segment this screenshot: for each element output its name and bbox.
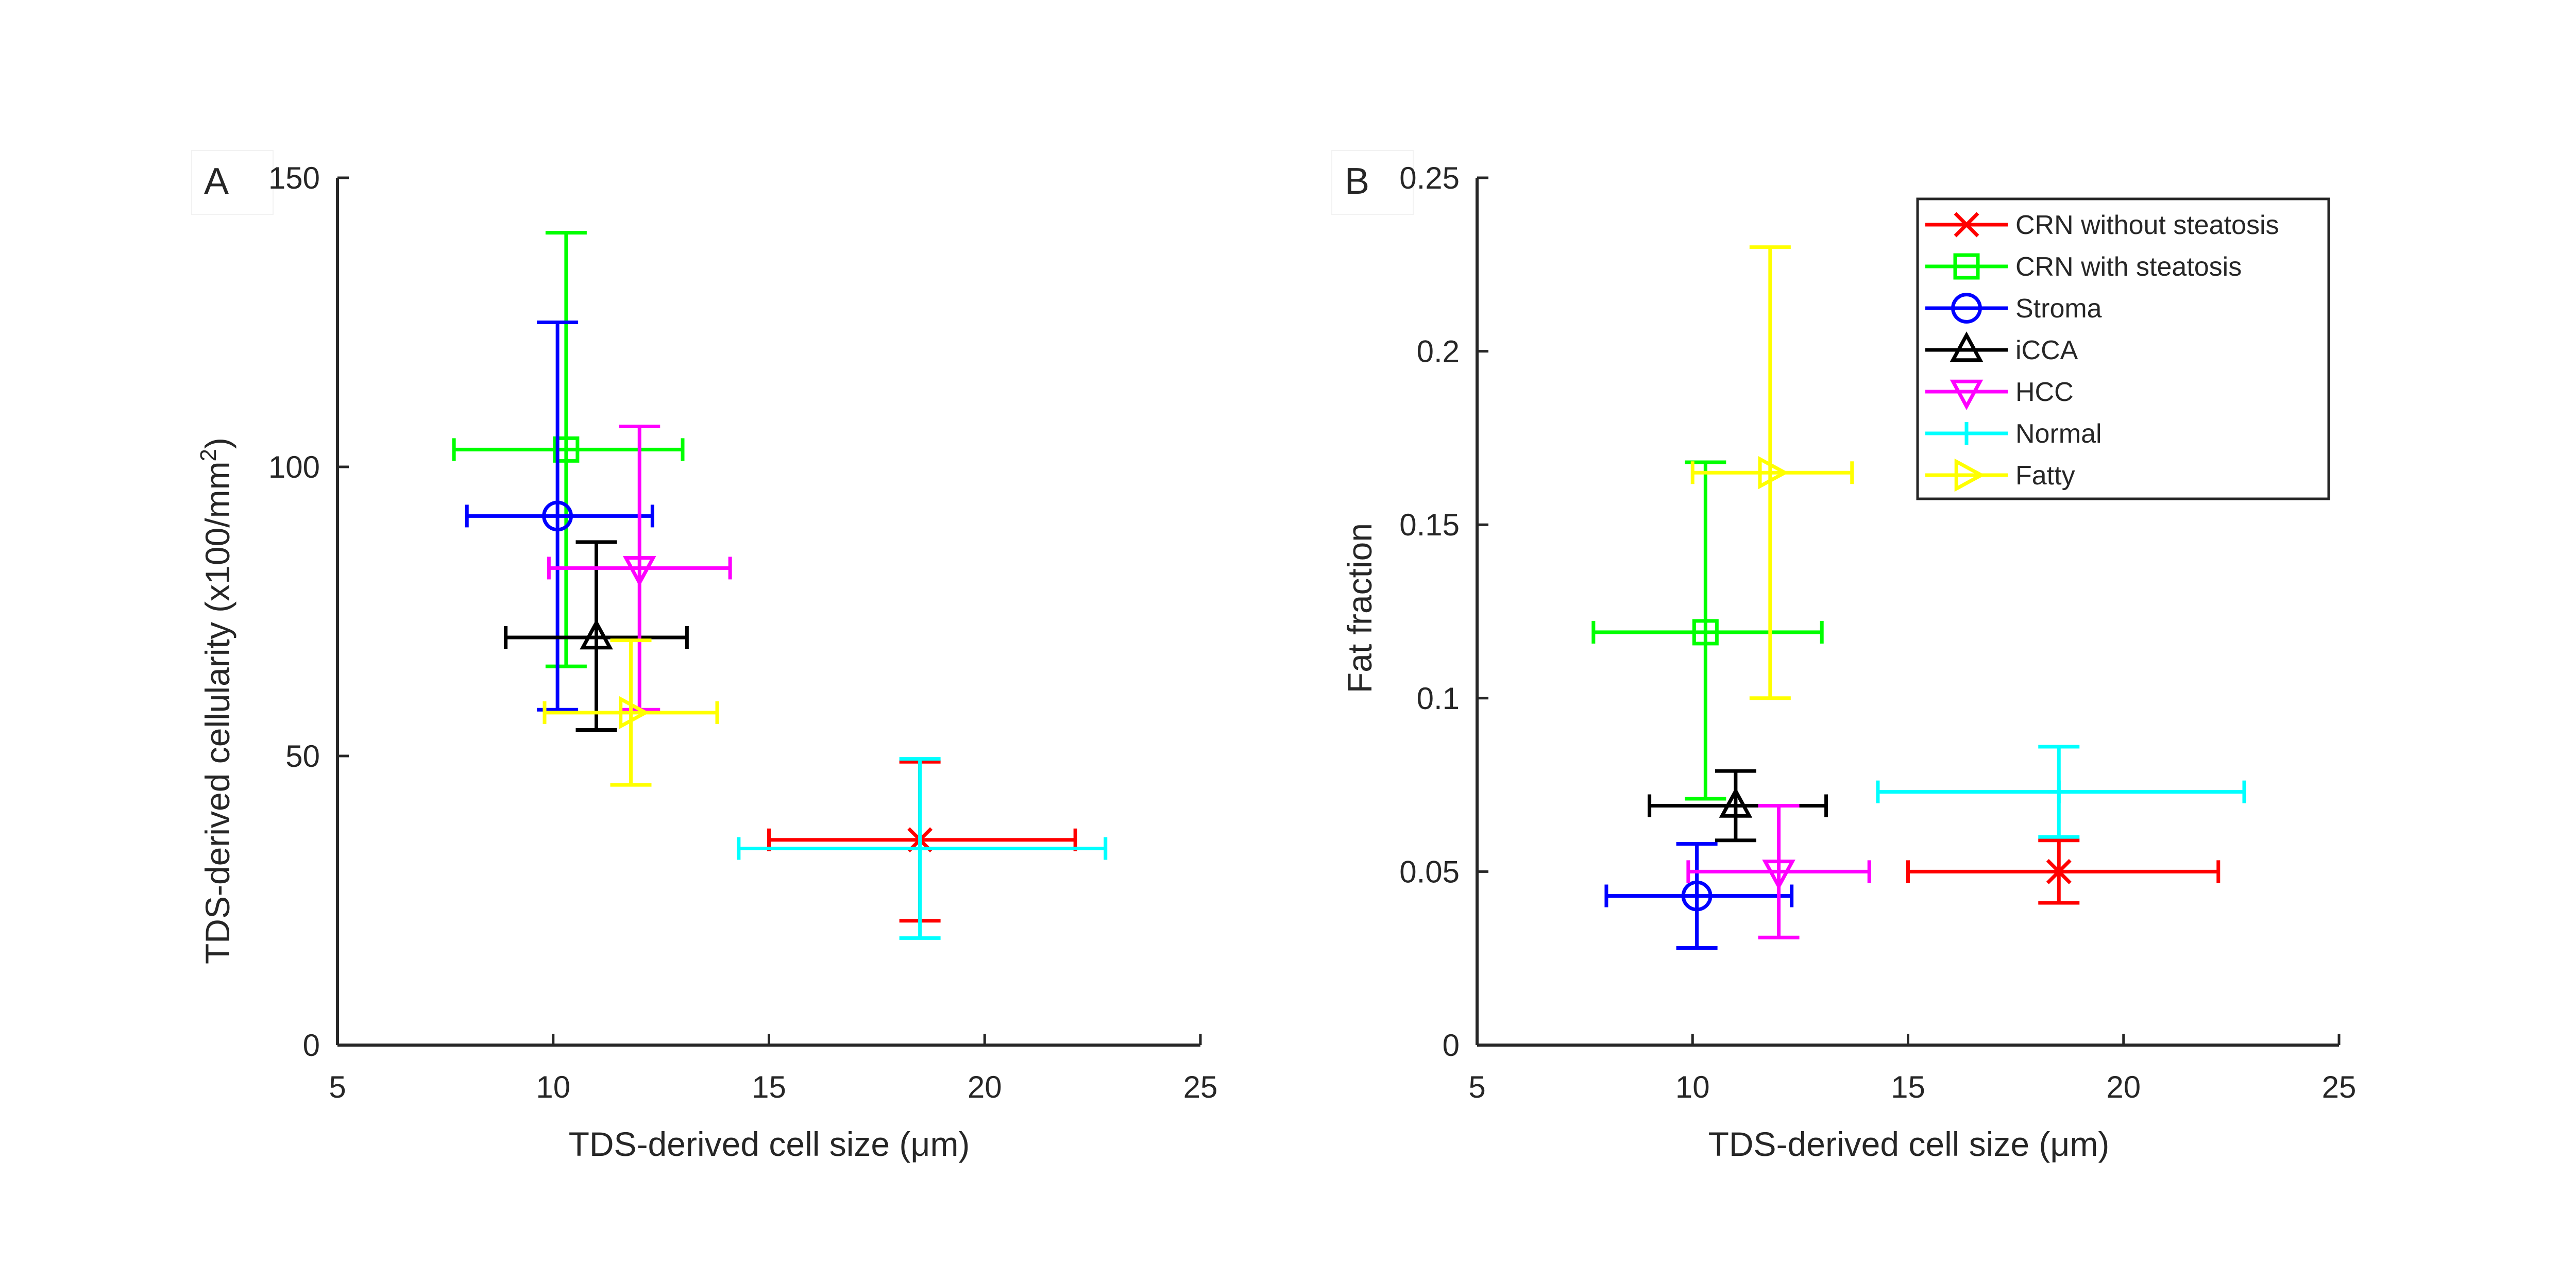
panel-b-label: B: [1345, 161, 1369, 202]
legend-label: Stroma: [2015, 294, 2102, 324]
legend-marker-crn-with-steatosis: [1953, 253, 1980, 280]
panel-a-y-axis-title-main: TDS-derived cellularity (x100/mm: [198, 461, 236, 964]
panel-a-marker-stroma: [542, 500, 573, 532]
legend-item-icca: iCCA: [1925, 331, 2078, 365]
panel-b-x-axis-title: TDS-derived cell size (μm): [1708, 1125, 2110, 1163]
panel-a-marker-normal: [908, 837, 931, 860]
panel-b-marker-fatty: [1758, 456, 1789, 490]
panel-a-x-axis-title: TDS-derived cell size (μm): [569, 1125, 970, 1163]
panel-a-y-axis-title-sup: 2: [196, 449, 221, 461]
panel-b-x-tick-label: 5: [1468, 1070, 1485, 1104]
panel-a-series-crn-with-steatosis: [452, 231, 685, 668]
panel-a: A 5 10 15 20 25 0 50 100 150 TDS-derived cell si…: [191, 150, 1217, 1163]
panel-b-y-tick-label: 0.05: [1399, 854, 1460, 889]
panel-a-y-axis-title: TDS-derived cellularity (x100/mm2): [196, 438, 236, 964]
legend-label: Fatty: [2015, 461, 2075, 491]
legend-marker-stroma: [1951, 293, 1982, 324]
panel-b-x-tick-label: 20: [2106, 1070, 2141, 1104]
panel-a-label: A: [204, 161, 229, 202]
panel-b-data-marks: [1591, 245, 2246, 950]
legend-label: iCCA: [2015, 335, 2078, 365]
panel-b-marker-stroma: [1681, 880, 1713, 912]
panel-b-x-tick-label: 25: [2322, 1070, 2357, 1104]
panel-b-series-hcc: [1686, 803, 1871, 939]
panel-a-label-box: [191, 150, 274, 215]
panel-b-marker-crn-without-steatosis: [2046, 859, 2072, 884]
legend-item-hcc: HCC: [1925, 377, 2074, 410]
panel-b-series-stroma: [1604, 842, 1794, 950]
panel-a-y-axis-title-tail: ): [198, 438, 236, 449]
panel-b-y-tick-label: 0.2: [1417, 334, 1460, 369]
legend-item-normal: Normal: [1925, 419, 2102, 449]
legend-item-crn-without-steatosis: CRN without steatosis: [1925, 210, 2279, 240]
panel-a-y-tick-label: 150: [268, 161, 320, 195]
panel-a-series-icca: [504, 540, 689, 732]
panel-b-axes: 5 10 15 20 25 0 0.05 0.1 0.15 0.2 0.25: [1399, 161, 2356, 1104]
legend-marker-normal: [1955, 422, 1978, 445]
legend-marker-crn-without-steatosis: [1954, 212, 1979, 238]
panel-a-marker-fatty: [619, 696, 650, 730]
legend-label: CRN with steatosis: [2015, 252, 2242, 282]
panel-b-x-tick-label: 10: [1675, 1070, 1710, 1104]
panel-a-marker-hcc: [622, 556, 656, 587]
panel-b-series-crn-without-steatosis: [1906, 838, 2221, 905]
panel-b: B 5 10 15 20 25 0 0.05 0.1 0.15 0.2 0.25 TDS-deriv…: [1331, 150, 2356, 1163]
panel-b-y-tick-label: 0.15: [1399, 508, 1460, 542]
legend: CRN without steatosis CRN with steatosis S…: [1916, 197, 2330, 500]
panel-b-marker-hcc: [1762, 860, 1795, 890]
legend-label: Normal: [2015, 419, 2102, 449]
legend-item-stroma: Stroma: [1925, 293, 2102, 324]
panel-a-x-tick-label: 5: [329, 1070, 346, 1104]
legend-items: CRN without steatosis CRN with steatosis S…: [1925, 210, 2279, 492]
legend-marker-hcc: [1950, 379, 1984, 410]
legend-item-fatty: Fatty: [1925, 458, 2075, 492]
panel-b-y-tick-label: 0.25: [1399, 161, 1460, 195]
panel-a-x-tick-label: 15: [752, 1070, 786, 1104]
panel-a-y-tick-label: 100: [268, 450, 320, 484]
panel-b-y-axis-title: Fat fraction: [1341, 523, 1379, 693]
legend-item-crn-with-steatosis: CRN with steatosis: [1925, 252, 2242, 282]
panel-b-x-tick-label: 15: [1891, 1070, 1925, 1104]
legend-marker-icca: [1950, 331, 1984, 362]
legend-label: HCC: [2015, 377, 2074, 407]
panel-a-y-tick-label: 50: [285, 739, 320, 774]
panel-a-x-tick-label: 25: [1183, 1070, 1218, 1104]
panel-b-marker-icca: [1719, 787, 1753, 818]
panel-a-marker-icca: [580, 619, 613, 650]
panel-a-y-tick-label: 0: [303, 1028, 320, 1063]
panel-a-data-marks: [452, 231, 1108, 940]
panel-b-series-fatty: [1690, 245, 1854, 700]
panel-a-axes: 5 10 15 20 25 0 50 100 150: [268, 161, 1217, 1104]
legend-marker-fatty: [1954, 458, 1985, 492]
legend-label: CRN without steatosis: [2015, 210, 2279, 240]
panel-b-series-normal: [1876, 745, 2246, 839]
panel-b-marker-crn-with-steatosis: [1692, 619, 1719, 646]
panel-b-y-tick-label: 0.1: [1417, 681, 1460, 716]
panel-a-series-normal: [737, 757, 1108, 940]
panel-b-label-box: [1331, 150, 1414, 215]
panel-a-series-fatty: [543, 638, 719, 787]
panel-a-marker-crn-with-steatosis: [553, 436, 580, 463]
panel-a-series-hcc: [547, 424, 732, 712]
panel-a-x-tick-label: 10: [536, 1070, 570, 1104]
panel-b-y-tick-label: 0: [1443, 1028, 1460, 1063]
panel-b-marker-normal: [2047, 780, 2071, 803]
panel-a-x-tick-label: 20: [968, 1070, 1002, 1104]
